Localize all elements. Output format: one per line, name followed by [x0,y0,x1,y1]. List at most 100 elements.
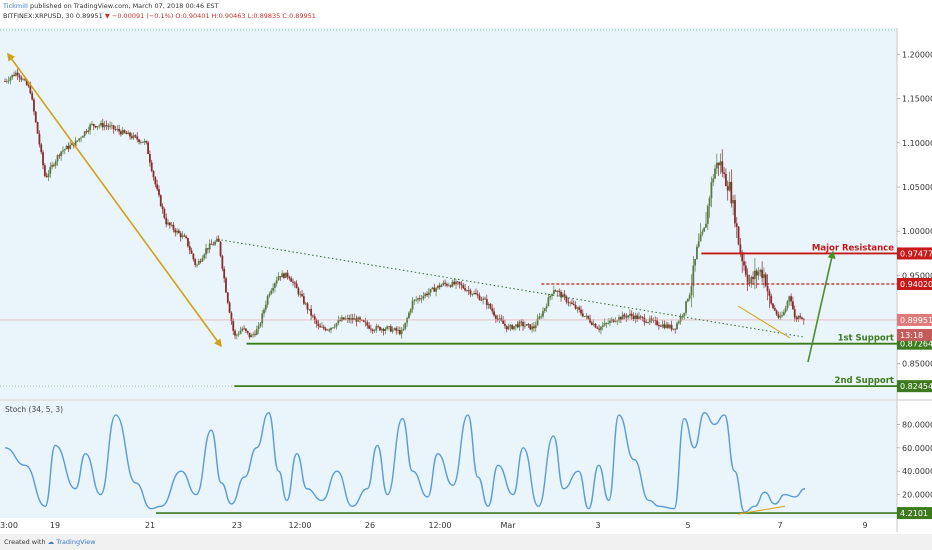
candle-body [571,302,573,304]
candle-body [261,313,264,324]
candle-body [462,285,465,289]
candle-body [717,162,720,166]
candle-body [777,314,780,318]
candle-body [587,315,590,319]
candle-body [621,314,624,320]
candle-body [659,325,662,327]
candle-body [234,330,236,336]
candle-body [473,292,476,294]
candle-body [382,328,385,331]
candle-body [618,317,620,321]
candle-body [560,292,562,298]
candle-body [221,255,224,269]
candle-body [779,316,782,318]
candle-body [674,328,677,330]
candle-body [670,324,673,330]
candle-body [389,326,392,332]
footer-brand[interactable]: TradingView [56,538,96,546]
candle-body [350,318,352,321]
candle-body [523,325,526,327]
publish-line: TickmiII published on TradingView.com, M… [3,1,218,11]
candle-body [455,281,457,285]
stoch-axis-label: 60.0000 [902,444,932,453]
candle-body [85,131,88,133]
candle-body [328,329,331,331]
candle-body [476,294,479,296]
chart-canvas[interactable]: 1.20000 1.15000 1.10000 1.05000 1.00000 0.950… [0,24,932,534]
level-label: 1st Support [838,334,894,344]
candle-body [129,132,131,137]
stoch-line [4,411,806,513]
candle-body [677,321,680,324]
candle-body [453,281,456,285]
candle-body [648,318,651,323]
candle-body [485,299,488,306]
candle-body [63,149,66,151]
candle-body [761,269,764,278]
candle-body [7,80,10,82]
price-change: ▼ −0.00091 (−0.1%) [104,12,174,20]
candle-body [514,324,517,327]
candle-body [734,200,736,224]
countdown-tag: 13:18 [900,331,923,340]
candle-body [697,241,700,247]
candle-body [18,75,21,78]
candle-body [58,155,61,157]
candle-body [406,318,409,323]
candle-body [177,230,180,234]
candle-body [69,145,72,149]
candle-body [152,170,155,178]
divergence-line-stoch [737,505,786,515]
candle-body [447,285,450,287]
x-axis-label: 7 [777,521,782,530]
candle-body [179,233,182,238]
candle-body [170,224,173,226]
candle-body [250,335,253,338]
candle-body [500,318,503,321]
candle-body [239,330,242,334]
candle-body [123,130,126,133]
candle-body [321,326,323,328]
candle-body [753,270,756,280]
candle-body [31,93,34,100]
candle-body [458,281,461,285]
candle-body [96,126,99,128]
candle-body [576,307,579,309]
candle-body [292,281,294,283]
ohlc-values: O:0.90401 H:0.90463 L:0.89835 C:0.89951 [175,12,316,20]
candle-body [603,323,606,326]
candle-body [790,296,793,302]
candle-body [743,261,745,266]
candle-body [27,84,30,87]
author-link[interactable]: TickmiII [3,2,28,10]
candle-body [773,307,776,311]
candle-body [322,326,325,329]
candle-body [141,141,144,143]
candle-body [732,200,735,204]
candle-body [263,309,265,314]
candle-body [130,136,133,139]
candle-body [98,125,101,127]
candle-body [619,317,622,320]
candle-body [192,253,195,260]
candle-body [310,308,313,316]
candle-body [125,132,128,135]
price-axis-label: 0.85000 [902,360,932,369]
candle-body [409,309,412,313]
candle-body [145,140,148,143]
candle-body [775,310,778,315]
candle-body [460,284,463,286]
candle-body [330,327,332,330]
candle-body [194,259,197,265]
candle-body [464,288,466,291]
candle-body [525,324,528,326]
price-axis-label: 1.10000 [902,139,932,148]
candle-body [766,285,769,292]
candle-body [404,322,407,329]
candle-body [81,136,84,138]
candle-body [757,272,760,276]
candle-body [112,125,115,130]
candle-body [730,181,733,204]
candle-body [295,283,298,289]
candle-body [612,319,615,322]
